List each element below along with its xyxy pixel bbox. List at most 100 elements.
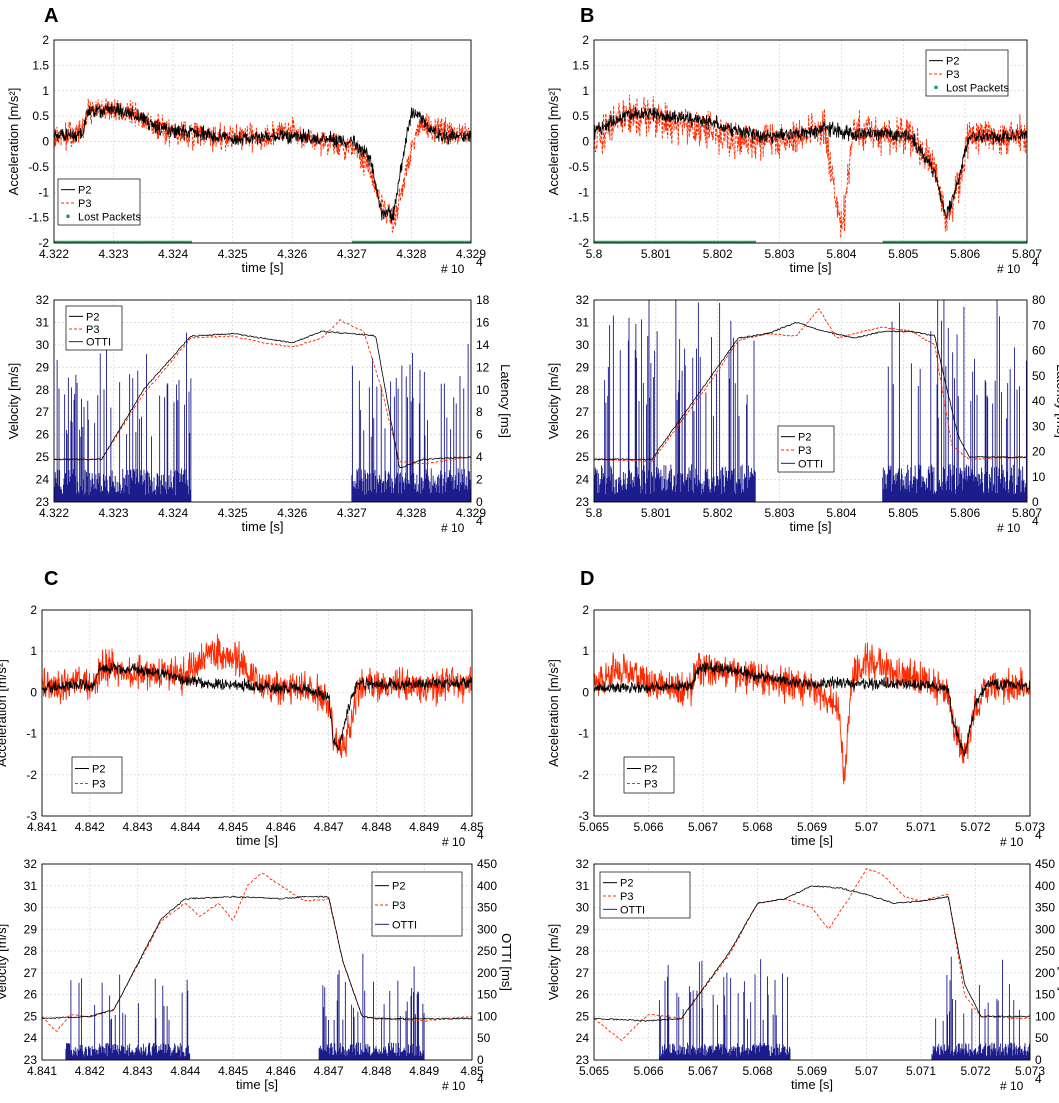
legend-label-otti: OTTI [86,337,111,349]
y-tick-label: 23 [576,495,590,509]
y2-tick-label: 0 [1032,495,1039,509]
y2-tick-label: 250 [1035,944,1055,958]
y-tick-label: 25 [24,1009,38,1023]
legend-label-p2: P2 [392,881,405,893]
y-tick-label: 31 [576,315,590,329]
x-tick-label: 5.802 [703,506,733,520]
x-exponent-power: 4 [476,255,483,269]
legend-label-p3: P3 [620,891,633,903]
y2-tick-label: 350 [1035,901,1055,915]
series-group [42,633,472,759]
y-tick-label: -1.5 [28,211,49,225]
x-tick-label: 4.849 [409,820,439,834]
legend-label-p2: P2 [78,185,91,197]
y-tick-label: 32 [24,857,38,871]
y-axis-label: Acceleration [m/s²] [0,659,9,767]
y-tick-label: 31 [24,879,38,893]
y2-tick-label: 200 [477,966,497,980]
series-p2-line [42,661,472,751]
plot-frame [593,299,1028,503]
x-tick-label: 4.329 [456,247,486,261]
x-exponent-power: 4 [1032,514,1039,528]
y-tick-label: 24 [36,473,50,487]
series-group [42,872,472,1060]
series-p2-line [594,106,1027,219]
y-tick-label: 29 [24,922,38,936]
legend-label-lost-packets: Lost Packets [946,82,1009,94]
y-tick-label: 1.5 [32,58,49,72]
y-tick-label: 28 [24,944,38,958]
x-tick-label: 5.806 [950,506,980,520]
y2-axis-label: Latency [ms] [1054,364,1059,438]
plot-frame [593,863,1031,1061]
y-tick-label: 1 [30,644,37,658]
x-exponent-power: 4 [1035,1072,1042,1086]
y-tick-label: -0.5 [568,160,589,174]
y2-tick-label: 350 [477,901,497,915]
x-tick-label: 4.843 [123,820,153,834]
y2-tick-label: 2 [476,473,483,487]
y-axis-label: Acceleration [m/s²] [546,659,561,767]
series-group [54,318,471,502]
x-tick-label: 4.326 [277,506,307,520]
y-tick-label: 0 [30,685,37,699]
x-tick-label: 5.07 [855,1064,879,1078]
x-tick-label: 4.328 [396,247,426,261]
x-tick-label: 4.845 [218,820,248,834]
series-group [594,868,1030,1060]
series-group [594,642,1030,785]
x-tick-label: 5.801 [641,506,671,520]
series-p2-line [594,661,1030,757]
x-tick-label: 4.841 [27,820,57,834]
y2-tick-label: 50 [1035,1031,1049,1045]
x-tick-label: 4.327 [337,247,367,261]
x-tick-label: 4.329 [456,506,486,520]
y-tick-label: 26 [576,988,590,1002]
x-tick-label: 4.85 [460,820,484,834]
chart-c-acc: 4.841 4.842 4.843 4.844 4.845 4.846 4.847 4.848… [0,603,484,849]
legend-label-otti: OTTI [392,919,417,931]
y-tick-label: 1.5 [572,58,589,72]
legend-label-otti: OTTI [620,904,645,916]
chart-b-vel: 5.8 5.801 5.802 5.803 5.804 5.805 5.806 5.807 23… [546,293,1059,535]
chart-b-acc: 5.8 5.801 5.802 5.803 5.804 5.805 5.806 5.807 -2… [546,33,1042,276]
series-group [594,94,1027,243]
y-tick-label: 31 [576,879,590,893]
y-tick-label: 2 [582,603,589,617]
x-tick-label: 5.067 [688,1064,718,1078]
chart-a-vel: 4.322 4.323 4.324 4.325 4.326 4.327 4.328 4.329… [6,293,513,535]
x-exponent-power: 4 [477,1072,484,1086]
y-tick-label: 1 [582,644,589,658]
x-tick-label: 5.068 [742,820,772,834]
y2-tick-label: 10 [1032,470,1046,484]
y-axis-label: Velocity [m/s] [546,363,561,440]
y2-axis-label: OTTI [ms] [499,933,514,991]
x-tick-label: 4.845 [218,1064,248,1078]
x-axis-label: time [s] [242,519,284,534]
panel-letter-a: A [44,5,58,27]
x-exponent-label: # 10 [1000,835,1024,849]
y-tick-label: 0 [582,685,589,699]
plot-frame [593,609,1031,817]
legend-c-vel: P2 P3 OTTI [371,871,463,937]
y-tick-label: 26 [576,428,590,442]
x-tick-label: 5.072 [960,820,990,834]
y-tick-label: 27 [576,966,590,980]
y-tick-label: 28 [36,383,50,397]
x-tick-label: 5.806 [950,247,980,261]
legend-label-p2: P2 [644,764,657,776]
y2-tick-label: 450 [477,857,497,871]
x-tick-label: 5.067 [688,820,718,834]
x-tick-label: 4.843 [123,1064,153,1078]
y2-tick-label: 40 [1032,394,1046,408]
legend-label-p2: P2 [946,56,959,68]
y2-tick-label: 50 [1032,369,1046,383]
x-tick-label: 5.8 [586,247,603,261]
y2-axis-label: OTTI [ms] [1057,933,1059,991]
y-tick-label: 30 [576,901,590,915]
plots-group: 4.322 4.323 4.324 4.325 4.326 4.327 4.328 4.329… [0,33,1059,1093]
y-tick-label: -3 [578,809,589,823]
y2-tick-label: 100 [1035,1009,1055,1023]
